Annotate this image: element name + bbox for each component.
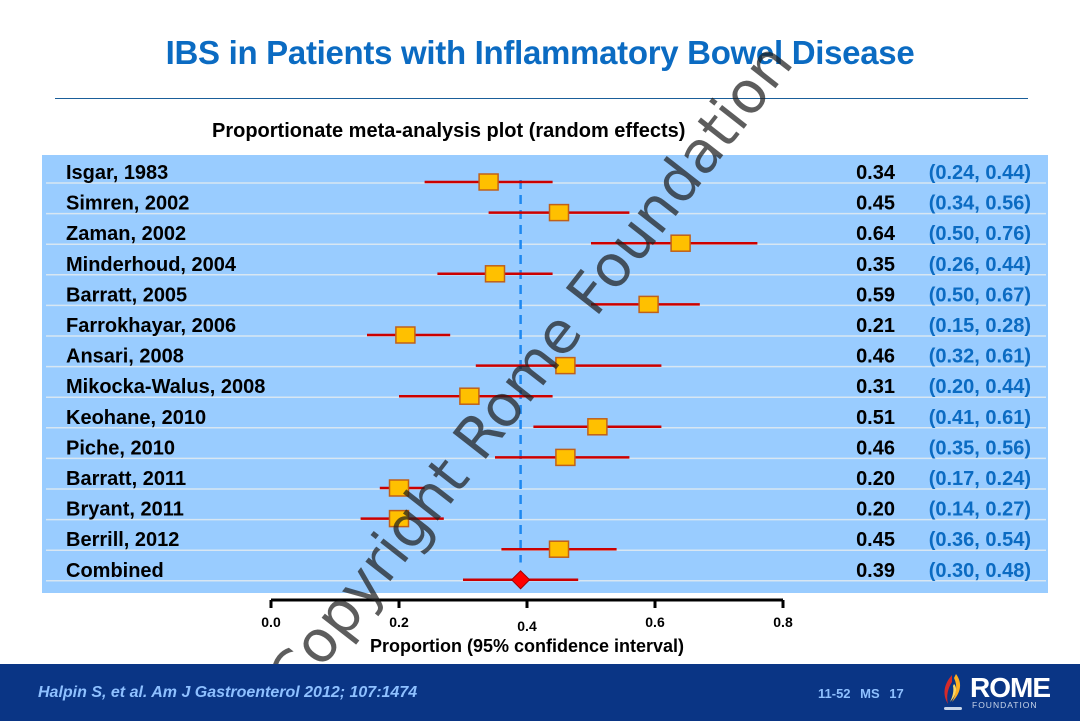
- study-estimate-marker: [459, 387, 480, 405]
- title-divider: [55, 98, 1028, 99]
- logo-wordmark: ROME: [970, 672, 1051, 703]
- study-estimate-marker: [478, 173, 499, 191]
- citation: Halpin S, et al. Am J Gastroenterol 2012…: [38, 684, 418, 701]
- study-ci-value: (0.24, 0.44): [929, 162, 1031, 184]
- study-label: Zaman, 2002: [66, 223, 186, 245]
- flame-icon: [944, 674, 962, 710]
- x-tick-label: 0.2: [389, 614, 409, 630]
- study-estimate-value: 0.35: [856, 254, 895, 276]
- study-estimate-value: 0.46: [856, 346, 895, 368]
- study-estimate-value: 0.46: [856, 437, 895, 459]
- study-estimate-value: 0.51: [856, 407, 895, 429]
- study-ci-value: (0.36, 0.54): [929, 529, 1031, 551]
- study-label: Piche, 2010: [66, 437, 175, 459]
- study-estimate-value: 0.45: [856, 529, 895, 551]
- study-estimate-marker: [388, 479, 410, 497]
- study-ci-value: (0.14, 0.27): [929, 499, 1031, 521]
- study-estimate-value: 0.64: [856, 223, 896, 245]
- study-label: Barratt, 2005: [66, 284, 187, 306]
- slide-footer: Halpin S, et al. Am J Gastroenterol 2012…: [0, 664, 1080, 721]
- study-label: Keohane, 2010: [66, 407, 206, 429]
- study-estimate-marker: [587, 418, 608, 436]
- study-estimate-value: 0.34: [856, 162, 896, 184]
- study-ci-value: (0.50, 0.76): [929, 223, 1031, 245]
- study-label: Mikocka-Walus, 2008: [66, 376, 265, 398]
- study-label: Isgar, 1983: [66, 162, 168, 184]
- study-ci-value: (0.17, 0.24): [929, 468, 1031, 490]
- study-estimate-value: 0.20: [856, 468, 895, 490]
- x-tick-label: 0.8: [773, 614, 793, 630]
- forest-plot: Isgar, 1983 0.34 (0.24, 0.44) Simren, 2002 0…: [46, 162, 1046, 656]
- study-estimate-marker: [555, 356, 576, 375]
- study-ci-value: (0.34, 0.56): [929, 193, 1031, 215]
- study-estimate-marker: [555, 448, 576, 467]
- study-ci-value: (0.15, 0.28): [929, 315, 1031, 337]
- x-tick-label: 0.6: [645, 614, 665, 630]
- combined-ci-value: (0.30, 0.48): [929, 560, 1031, 582]
- slide-code: 11-52 MS 17: [818, 686, 904, 701]
- study-ci-value: (0.32, 0.61): [929, 346, 1031, 368]
- study-ci-value: (0.20, 0.44): [929, 376, 1031, 398]
- study-label: Bryant, 2011: [66, 499, 184, 521]
- study-label: Ansari, 2008: [66, 346, 184, 368]
- chart-title: Proportionate meta-analysis plot (random…: [212, 120, 686, 142]
- x-axis-label: Proportion (95% confidence interval): [370, 636, 684, 656]
- study-ci-value: (0.41, 0.61): [929, 407, 1031, 429]
- x-tick-label: 0.4: [517, 618, 537, 634]
- study-estimate-value: 0.20: [856, 499, 895, 521]
- study-estimate-marker: [638, 295, 659, 314]
- logo-subtitle: FOUNDATION: [972, 700, 1038, 710]
- combined-estimate-value: 0.39: [856, 560, 895, 582]
- slide-title: IBS in Patients with Inflammatory Bowel …: [165, 34, 915, 71]
- study-estimate-marker: [670, 234, 691, 252]
- combined-label: Combined: [66, 560, 164, 582]
- study-ci-value: (0.26, 0.44): [929, 254, 1031, 276]
- x-tick-label: 0.0: [261, 614, 281, 630]
- study-estimate-marker: [395, 326, 416, 344]
- study-estimate-marker: [388, 509, 410, 528]
- study-ci-value: (0.50, 0.67): [929, 284, 1031, 306]
- study-estimate-marker: [548, 203, 570, 222]
- rome-foundation-logo: ROME FOUNDATION: [938, 672, 1051, 714]
- combined-diamond: [510, 570, 531, 590]
- study-estimate-marker: [484, 265, 506, 283]
- study-estimate-marker: [548, 540, 570, 558]
- study-label: Simren, 2002: [66, 193, 189, 215]
- study-estimate-value: 0.59: [856, 284, 895, 306]
- study-label: Berrill, 2012: [66, 529, 179, 551]
- study-estimate-value: 0.21: [856, 315, 895, 337]
- study-estimate-value: 0.45: [856, 193, 895, 215]
- study-estimate-value: 0.31: [856, 376, 895, 398]
- study-label: Farrokhayar, 2006: [66, 315, 236, 337]
- study-label: Minderhoud, 2004: [66, 254, 237, 276]
- study-label: Barratt, 2011: [66, 468, 186, 490]
- study-ci-value: (0.35, 0.56): [929, 437, 1031, 459]
